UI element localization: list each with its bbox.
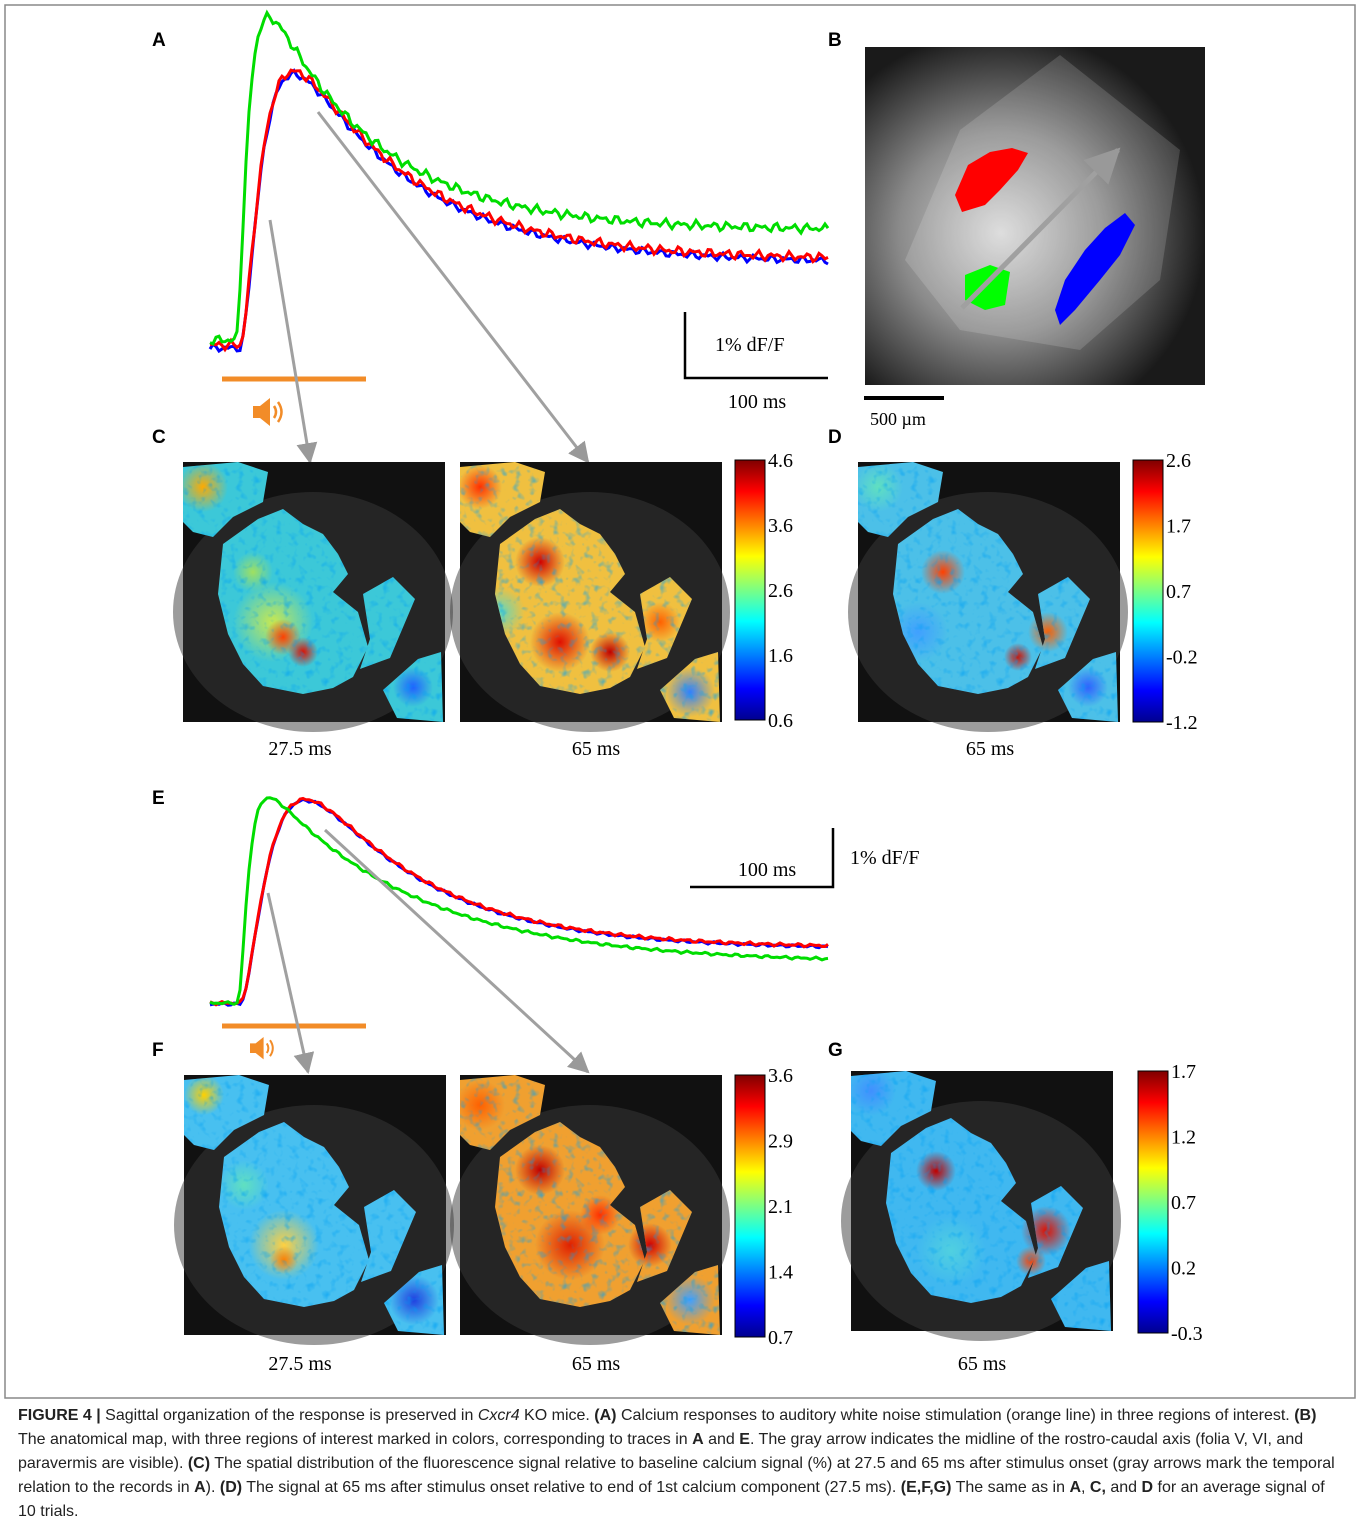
panel-label: C (152, 427, 166, 448)
colorbar-label: 2.1 (768, 1196, 793, 1218)
caption-run: (A) (594, 1407, 617, 1424)
caption-run: Calcium responses to auditory white nois… (616, 1407, 1295, 1424)
caption-run: ). (205, 1479, 220, 1496)
colorbar-label: 0.7 (768, 1327, 793, 1349)
figure-frame (4, 4, 1356, 1399)
time-arrow (316, 111, 590, 464)
caption-run: A (1069, 1479, 1081, 1496)
anatomical-map (865, 47, 1205, 385)
midline-arrow (960, 147, 1121, 310)
caption-run: The anatomical map, with three regions o… (18, 1431, 693, 1448)
colorbar-label: 1.7 (1171, 1061, 1196, 1083)
caption-run: The same as in (951, 1479, 1070, 1496)
time-label: 65 ms (966, 738, 1015, 760)
trace-red (209, 68, 829, 353)
colorbar-label: 0.2 (1171, 1258, 1196, 1280)
roi-red (955, 148, 1028, 212)
scale-label: 100 ms (738, 859, 797, 881)
caption: FIGURE 4 | Sagittal organization of the … (18, 1404, 1343, 1524)
heat-map (174, 1075, 454, 1345)
trace-red (209, 796, 829, 1007)
colorbar-label: 1.7 (1166, 516, 1191, 538)
speaker-icon (253, 398, 283, 426)
colorbar-label: 4.6 (768, 450, 793, 472)
caption-run: (D) (219, 1479, 243, 1496)
time-label: 65 ms (572, 738, 621, 760)
caption-run: Sagittal organization of the response is… (100, 1407, 478, 1424)
caption-run: E (739, 1431, 750, 1448)
panel-label: E (152, 788, 165, 809)
scale-bar (690, 828, 835, 889)
caption-run: (E,F,G) (900, 1479, 952, 1496)
trace-blue (209, 797, 829, 1007)
time-label: 65 ms (958, 1353, 1007, 1375)
roi-green (965, 265, 1010, 310)
time-arrow (268, 219, 318, 465)
time-arrow (323, 828, 590, 1074)
colorbar-label: 0.7 (1166, 581, 1191, 603)
caption-run: KO mice. (519, 1407, 595, 1424)
heat-map (450, 1075, 730, 1345)
colorbar (734, 1074, 766, 1338)
caption-run: FIGURE 4 | (18, 1407, 101, 1424)
caption-run: (B) (1294, 1407, 1317, 1424)
roi-blue (1055, 213, 1135, 325)
scale-bar (683, 312, 828, 380)
heat-map (841, 1071, 1121, 1341)
scale-label: 1% dF/F (715, 334, 784, 356)
caption-run: for an average signal of 10 trials. (18, 1479, 1325, 1520)
colorbar-label: 0.6 (768, 710, 793, 732)
caption-run: Cxcr4 (477, 1407, 520, 1424)
caption-run: C, (1089, 1479, 1106, 1496)
caption-run: (C) (187, 1455, 211, 1472)
colorbar-label: 1.2 (1171, 1127, 1196, 1149)
colorbar-label: 2.6 (1166, 450, 1191, 472)
panel-label: G (828, 1040, 843, 1061)
time-label: 27.5 ms (268, 738, 332, 760)
caption-run: , (1081, 1479, 1090, 1496)
panel-label: A (152, 30, 166, 51)
colorbar-label: 1.6 (768, 645, 793, 667)
scale-label: 1% dF/F (850, 847, 919, 869)
heat-map (450, 462, 730, 732)
colorbar (1132, 459, 1164, 723)
heat-map (173, 462, 453, 732)
time-label: 65 ms (572, 1353, 621, 1375)
panel-label: F (152, 1040, 164, 1061)
scale-label: 500 µm (870, 409, 926, 429)
figure: A B C D E F G 1% dF/F 100 ms 500 µm 100 … (4, 4, 1356, 1399)
trace-green (209, 9, 830, 346)
colorbar-label: 2.9 (768, 1131, 793, 1153)
time-arrow (266, 892, 315, 1075)
caption-run: . The gray arrow indicates the midline o… (18, 1431, 1304, 1472)
time-label: 27.5 ms (268, 1353, 332, 1375)
colorbar-label: 3.6 (768, 1065, 793, 1087)
colorbar-label: 2.6 (768, 580, 793, 602)
colorbar-label: -0.2 (1166, 647, 1198, 669)
colorbar-label: 0.7 (1171, 1192, 1196, 1214)
trace-green (209, 796, 829, 1006)
panel-label: D (828, 427, 842, 448)
heat-map (848, 462, 1128, 732)
caption-run: D (1141, 1479, 1154, 1496)
colorbar-label: 1.4 (768, 1262, 793, 1284)
colorbar-label: -0.3 (1171, 1323, 1203, 1345)
colorbar (734, 459, 766, 721)
colorbar-label: 3.6 (768, 515, 793, 537)
caption-run: A (692, 1431, 704, 1448)
caption-run: The signal at 65 ms after stimulus onset… (242, 1479, 901, 1496)
trace-blue (208, 68, 829, 354)
caption-run: and (1105, 1479, 1142, 1496)
caption-run: and (703, 1431, 740, 1448)
panel-label: B (828, 30, 842, 51)
colorbar-label: -1.2 (1166, 712, 1198, 734)
colorbar (1137, 1070, 1169, 1334)
caption-run: A (194, 1479, 206, 1496)
traces (208, 9, 830, 1007)
scale-label: 100 ms (728, 391, 787, 413)
speaker-icon (250, 1037, 274, 1060)
caption-run: The spatial distribution of the fluoresc… (18, 1455, 1335, 1496)
